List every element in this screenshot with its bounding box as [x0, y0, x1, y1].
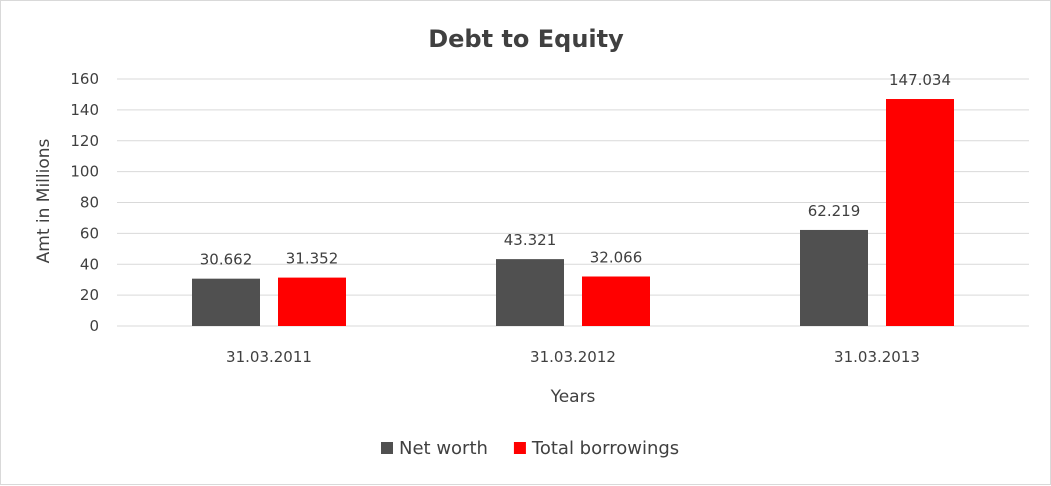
y-axis-ticks: 0 20 40 60 80 100 120 140 160 [70, 70, 99, 335]
data-label: 62.219 [808, 202, 861, 220]
bar [582, 276, 650, 326]
data-label: 31.352 [286, 250, 339, 268]
y-tick-label: 60 [80, 224, 99, 242]
data-labels: 30.662 31.352 43.321 32.066 62.219 147.034 [200, 71, 951, 269]
y-tick-label: 100 [70, 163, 99, 181]
y-tick-label: 120 [70, 132, 99, 150]
x-axis-categories: 31.03.2011 31.03.2012 31.03.2013 [226, 348, 920, 366]
bar [800, 229, 868, 326]
bar [886, 99, 954, 326]
y-axis-title: Amt in Millions [34, 138, 54, 263]
legend-swatch [381, 442, 393, 454]
y-tick-label: 140 [70, 101, 99, 119]
y-tick-label: 0 [89, 317, 99, 335]
gridlines [117, 78, 1029, 327]
y-tick-label: 160 [70, 70, 99, 88]
bar [278, 277, 346, 326]
x-axis-title: Years [550, 387, 596, 407]
data-label: 43.321 [504, 231, 557, 249]
bars [192, 99, 954, 326]
data-label: 147.034 [889, 71, 951, 89]
legend-swatch [513, 442, 526, 454]
legend: Net worth Total borrowings [381, 438, 679, 459]
y-tick-label: 20 [80, 286, 99, 304]
chart-title: Debt to Equity [428, 25, 624, 53]
x-category-label: 31.03.2012 [530, 348, 616, 366]
data-label: 30.662 [200, 251, 253, 269]
x-category-label: 31.03.2013 [834, 348, 920, 366]
bar [192, 278, 260, 326]
y-tick-label: 40 [80, 255, 99, 273]
data-label: 32.066 [590, 248, 643, 266]
y-tick-label: 80 [80, 194, 99, 212]
legend-label: Net worth [399, 438, 488, 459]
x-category-label: 31.03.2011 [226, 348, 312, 366]
legend-label: Total borrowings [531, 438, 679, 459]
bar [496, 259, 564, 326]
